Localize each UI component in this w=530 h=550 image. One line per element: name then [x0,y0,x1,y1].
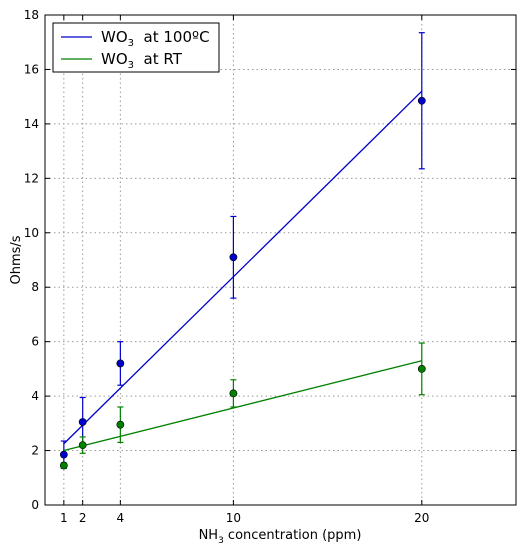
x-tick-label: 4 [117,511,125,525]
y-tick-label: 2 [31,444,39,458]
legend: WO3 at 100ºC WO3 at RT [52,22,220,73]
y-tick-label: 8 [31,280,39,294]
legend-label-rt: WO3 at RT [101,50,183,71]
y-tick-label: 16 [24,62,39,76]
data-point-rt [417,364,426,373]
series-layer [59,32,426,470]
data-point-rt [59,461,68,470]
x-tick-label: 20 [414,511,429,525]
fit-line-100c [63,90,423,445]
data-point-100c [229,253,238,262]
y-tick-label: 6 [31,335,39,349]
data-point-100c [59,450,68,459]
fit-line-rt [63,360,422,452]
x-tick-label: 2 [79,511,87,525]
data-point-100c [116,359,125,368]
data-point-rt [78,441,87,450]
data-point-100c [78,418,87,426]
x-tick-label: 1 [60,511,68,525]
data-point-rt [116,420,125,429]
y-tick-label: 12 [24,171,39,185]
y-tick-label: 18 [24,8,39,22]
y-axis-label: Ohms/s [9,235,24,284]
data-point-rt [229,389,238,398]
plot-frame [44,14,517,506]
y-tick-label: 4 [31,389,39,403]
legend-label-100c: WO3 at 100ºC [101,28,210,49]
legend-box [52,22,220,73]
y-tick-label: 0 [31,498,39,512]
data-point-100c [417,96,426,105]
y-tick-label: 14 [24,117,39,131]
x-axis-label: NH3 concentration (ppm) [199,528,362,546]
y-tick-label: 10 [24,226,39,240]
x-tick-label: 10 [226,511,241,525]
